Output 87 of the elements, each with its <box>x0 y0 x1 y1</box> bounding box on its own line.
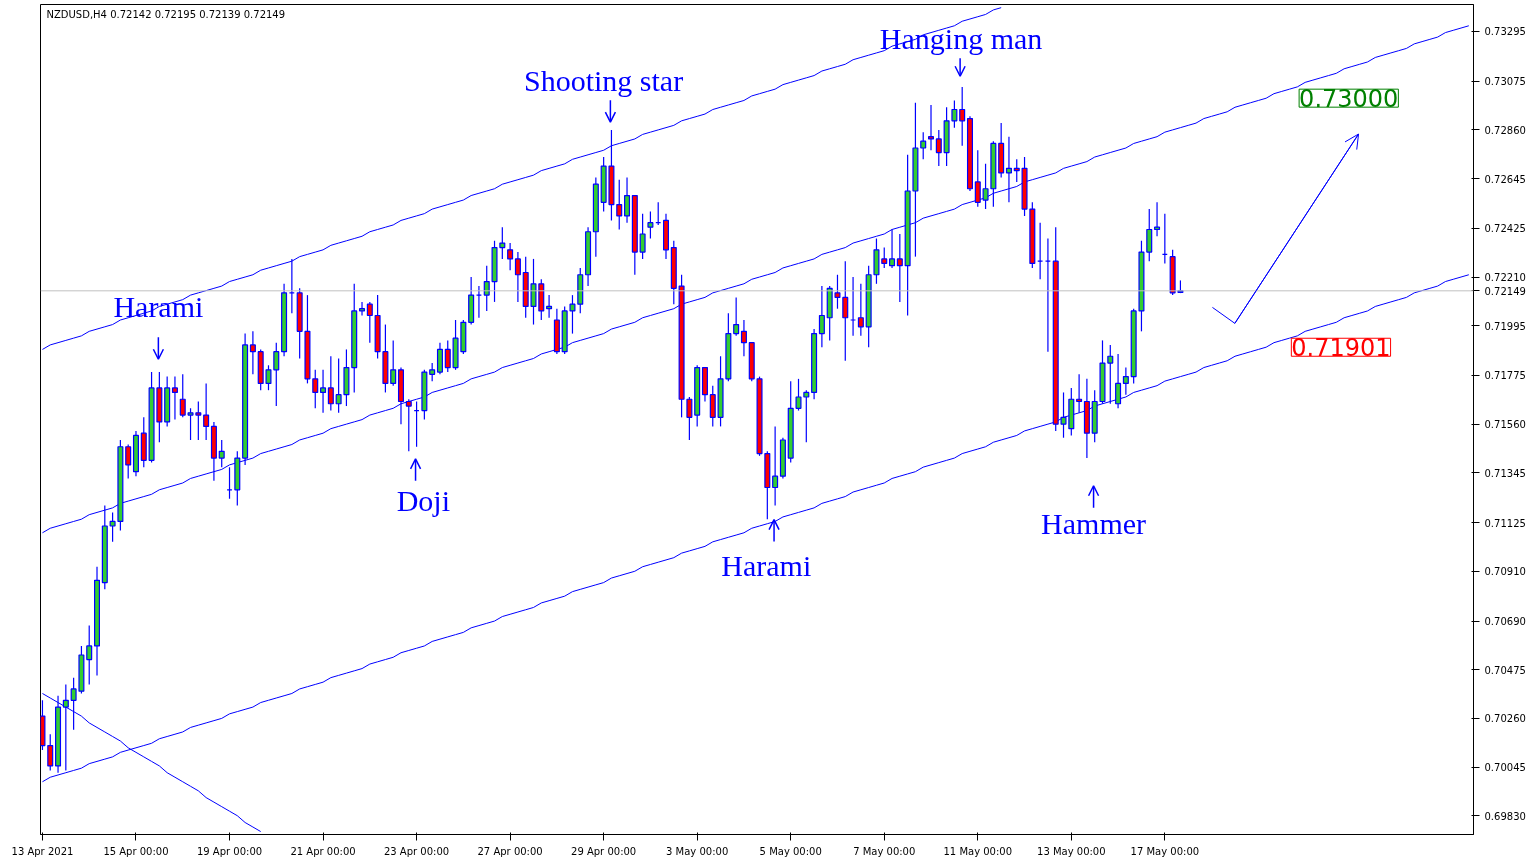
y-tick-label: 0.70260 <box>1484 713 1526 725</box>
candlestick <box>203 382 210 441</box>
x-tick-label: 23 Apr 00:00 <box>383 845 450 857</box>
candlestick <box>86 624 93 686</box>
annotation: Shooting star <box>523 63 684 97</box>
x-tick-label: 21 Apr 00:00 <box>290 845 356 857</box>
candlestick <box>920 131 927 160</box>
candlestick <box>935 129 942 167</box>
annotation: 0.73000 <box>1299 85 1399 114</box>
candlestick <box>507 242 514 271</box>
y-tick-label: 0.71995 <box>1484 320 1526 332</box>
candlestick <box>686 396 693 441</box>
candlestick <box>974 149 981 208</box>
candlestick <box>1146 208 1153 262</box>
candlestick <box>327 355 334 412</box>
x-tick-label: 15 Apr 00:00 <box>103 845 169 857</box>
annotation: Doji <box>396 484 451 518</box>
candlestick <box>624 176 631 224</box>
candlestick <box>1005 136 1012 203</box>
y-tick-label: 0.72645 <box>1484 173 1526 185</box>
ref-line-label: 0.72149 <box>1484 285 1526 297</box>
candlestick <box>927 104 935 151</box>
candlestick <box>896 233 903 303</box>
y-tick-label: 0.70045 <box>1484 762 1526 774</box>
x-tick-label: 17 May 00:00 <box>1130 845 1200 857</box>
candlestick <box>647 210 654 240</box>
annotation: Hammer <box>1041 507 1147 541</box>
candlestick <box>390 339 397 387</box>
candlestick <box>366 301 373 344</box>
candlestick <box>546 294 553 319</box>
candlestick <box>1076 373 1083 414</box>
candlestick <box>818 285 825 348</box>
candlestick <box>1154 201 1161 237</box>
y-tick-label: 0.73295 <box>1484 26 1526 38</box>
candlestick <box>249 330 256 375</box>
chart-title: NZDUSD,H4 0.72142 0.72195 0.72139 0.72149 <box>46 8 286 20</box>
candlestick <box>569 294 576 335</box>
candlestick <box>514 251 521 303</box>
y-tick-label: 0.69830 <box>1484 810 1526 822</box>
candlestick <box>335 357 342 414</box>
candlestick <box>772 425 779 507</box>
candlestick <box>1107 344 1114 405</box>
candlestick <box>842 260 849 362</box>
candlestick <box>982 163 989 210</box>
candlestick <box>889 228 896 269</box>
x-tick-label: 3 May 00:00 <box>666 845 729 857</box>
annotation: 0.71901 <box>1291 334 1391 363</box>
candlestick <box>740 319 747 357</box>
candlestick <box>429 362 436 382</box>
y-tick-label: 0.70475 <box>1484 664 1526 676</box>
annotation: Harami <box>721 548 812 582</box>
candlestick <box>320 369 327 414</box>
candlestick <box>733 296 740 337</box>
candlestick <box>405 398 412 452</box>
candlestick <box>803 389 810 443</box>
y-tick-label: 0.70690 <box>1484 616 1526 628</box>
candlestick <box>795 378 802 412</box>
candlestick <box>312 369 319 409</box>
candlestick <box>951 99 958 129</box>
candlestick <box>1115 353 1122 409</box>
candlestick <box>273 342 280 407</box>
candlestick <box>857 283 864 337</box>
x-tick-label: 5 May 00:00 <box>759 845 822 857</box>
y-tick-label: 0.72210 <box>1484 272 1526 284</box>
candlestick <box>359 301 366 317</box>
x-tick-label: 19 Apr 00:00 <box>196 845 263 857</box>
candlestick <box>1122 366 1129 396</box>
x-tick-label: 27 Apr 00:00 <box>477 845 543 857</box>
x-tick-label: 11 May 00:00 <box>943 845 1013 857</box>
y-tick-label: 0.71560 <box>1484 419 1526 431</box>
candlestick <box>436 342 443 375</box>
candlestick <box>639 213 646 260</box>
x-tick-label: 7 May 00:00 <box>853 845 916 857</box>
y-tick-label: 0.71345 <box>1484 467 1526 479</box>
y-tick-label: 0.73075 <box>1484 76 1526 88</box>
y-tick-label: 0.70910 <box>1484 566 1526 578</box>
y-tick-label: 0.71125 <box>1484 517 1526 529</box>
candlestick <box>125 443 132 480</box>
x-tick-label: 29 Apr 00:00 <box>571 845 637 857</box>
x-tick-label: 13 May 00:00 <box>1037 845 1106 857</box>
y-tick-label: 0.72425 <box>1484 223 1526 235</box>
y-tick-label: 0.72860 <box>1484 124 1526 136</box>
candlestick <box>218 439 225 468</box>
x-tick-label: 13 Apr 2021 <box>11 845 74 857</box>
y-tick-label: 0.71775 <box>1484 370 1526 382</box>
candlestick <box>171 376 178 421</box>
candlestick <box>959 86 966 147</box>
